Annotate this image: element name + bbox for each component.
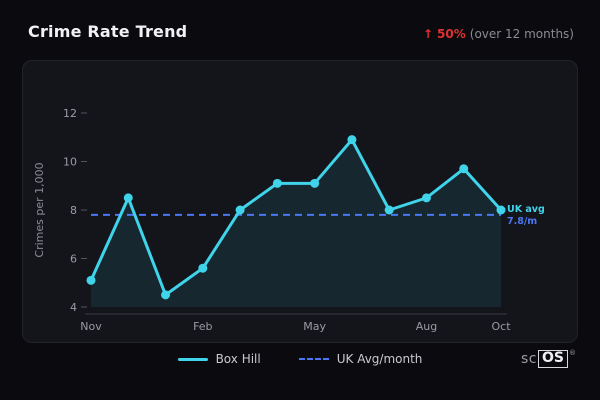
logo-prefix: sc	[521, 351, 538, 367]
svg-text:10: 10	[63, 156, 77, 169]
solid-line-swatch	[177, 357, 208, 361]
svg-text:8: 8	[70, 204, 77, 217]
legend-label: UK Avg/month	[336, 352, 423, 366]
up-arrow-icon: ↑	[422, 27, 434, 41]
svg-text:UK avg: UK avg	[507, 204, 545, 215]
scos-logo: sc OS ®	[521, 349, 576, 368]
svg-text:May: May	[303, 320, 326, 333]
trend-stat: ↑ 50% (over 12 months)	[423, 27, 574, 41]
svg-text:Nov: Nov	[80, 320, 102, 333]
stat-value: 50%	[437, 27, 466, 41]
page-title: Crime Rate Trend	[28, 22, 188, 41]
svg-text:4: 4	[70, 301, 77, 314]
stat-caption: (over 12 months)	[469, 27, 574, 41]
chart-card: 4 6 8 10 12 Nov Feb May Aug Oct Crimes per 1,000 UK…	[22, 60, 578, 343]
trend-chart: 4 6 8 10 12 Nov Feb May Aug Oct Crimes per 1,000 UK…	[33, 107, 545, 333]
svg-text:Crimes per 1,000: Crimes per 1,000	[33, 162, 46, 257]
registered-mark: ®	[569, 349, 576, 357]
legend-item-uk-avg[interactable]: UK Avg/month	[298, 352, 423, 366]
svg-text:Aug: Aug	[416, 320, 437, 333]
svg-text:7.8/m: 7.8/m	[507, 216, 537, 227]
chart-legend: Box Hill UK Avg/month	[0, 352, 600, 366]
svg-text:Feb: Feb	[193, 320, 212, 333]
svg-text:Oct: Oct	[491, 320, 511, 333]
logo-boxed-text: OS	[538, 350, 568, 368]
svg-text:12: 12	[63, 107, 77, 120]
svg-text:6: 6	[70, 253, 77, 266]
legend-label: Box Hill	[215, 352, 261, 366]
legend-item-box-hill[interactable]: Box Hill	[177, 352, 261, 366]
dashed-line-swatch	[298, 358, 329, 360]
